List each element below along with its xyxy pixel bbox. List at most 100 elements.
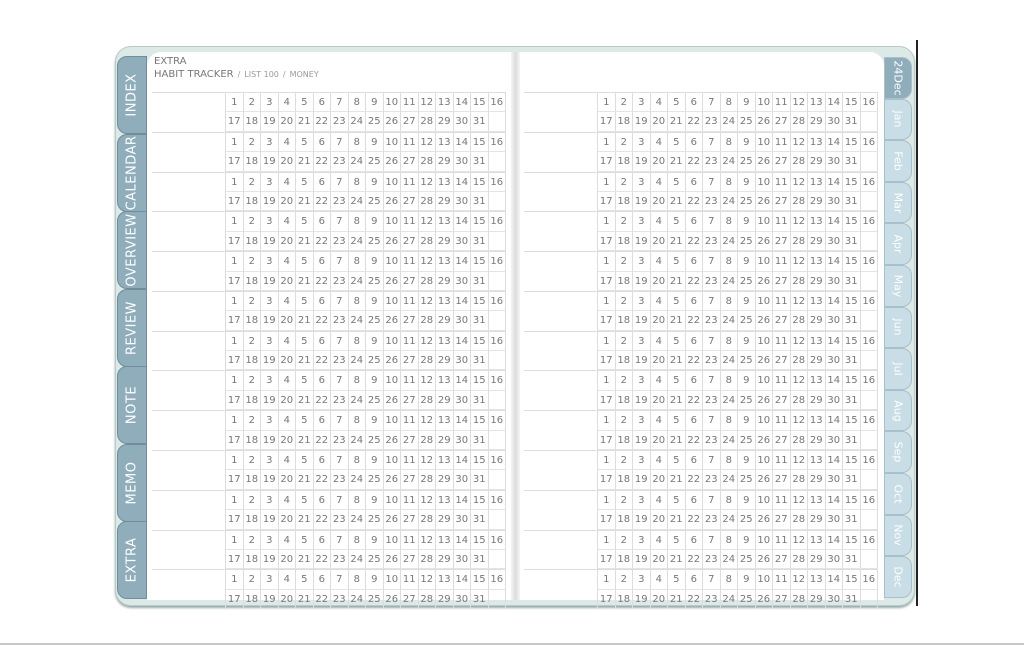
day-cell[interactable]: 5 <box>296 371 314 391</box>
day-cell[interactable]: 2 <box>243 371 261 391</box>
day-cell[interactable]: 13 <box>436 93 454 113</box>
day-cell[interactable] <box>860 351 878 371</box>
day-cell[interactable]: 28 <box>790 311 808 331</box>
day-cell[interactable]: 28 <box>790 152 808 172</box>
day-cell[interactable]: 11 <box>773 530 791 550</box>
day-cell[interactable]: 12 <box>418 132 436 153</box>
day-cell[interactable]: 14 <box>453 252 471 272</box>
month-tab-mar[interactable]: Mar <box>884 181 912 224</box>
day-cell[interactable]: 27 <box>401 470 419 490</box>
day-cell[interactable]: 12 <box>418 490 436 511</box>
day-cell[interactable]: 24 <box>720 510 738 530</box>
day-cell[interactable]: 10 <box>383 371 401 391</box>
day-cell[interactable]: 23 <box>331 231 349 252</box>
day-cell[interactable]: 7 <box>331 252 349 272</box>
habit-name-cell[interactable] <box>524 411 598 451</box>
day-cell[interactable]: 17 <box>598 231 616 252</box>
day-cell[interactable]: 2 <box>615 530 633 550</box>
day-cell[interactable]: 28 <box>790 549 808 570</box>
day-cell[interactable]: 2 <box>243 172 261 192</box>
day-cell[interactable]: 10 <box>383 252 401 272</box>
day-cell[interactable]: 15 <box>471 530 489 550</box>
day-cell[interactable]: 17 <box>598 152 616 172</box>
day-cell[interactable]: 13 <box>436 252 454 272</box>
day-cell[interactable]: 12 <box>790 291 808 312</box>
day-cell[interactable]: 21 <box>296 430 314 451</box>
month-tab-jan[interactable]: Jan <box>884 98 912 141</box>
day-cell[interactable]: 7 <box>703 212 721 232</box>
day-cell[interactable]: 24 <box>348 191 366 212</box>
day-cell[interactable]: 26 <box>755 231 773 252</box>
day-cell[interactable]: 18 <box>615 112 633 132</box>
day-cell[interactable]: 13 <box>436 451 454 471</box>
day-cell[interactable]: 24 <box>348 271 366 291</box>
day-cell[interactable]: 22 <box>685 271 703 291</box>
day-cell[interactable]: 11 <box>401 411 419 431</box>
day-cell[interactable]: 11 <box>773 132 791 153</box>
habit-name-cell[interactable] <box>524 570 598 610</box>
day-cell[interactable]: 5 <box>668 411 686 431</box>
day-cell[interactable]: 30 <box>825 311 843 331</box>
day-cell[interactable]: 1 <box>598 411 616 431</box>
day-cell[interactable]: 26 <box>383 549 401 570</box>
day-cell[interactable]: 6 <box>685 331 703 352</box>
day-cell[interactable]: 19 <box>633 112 651 132</box>
day-cell[interactable]: 27 <box>773 152 791 172</box>
day-cell[interactable]: 16 <box>860 570 878 590</box>
day-cell[interactable]: 19 <box>633 351 651 371</box>
day-cell[interactable]: 13 <box>808 331 826 352</box>
day-cell[interactable]: 31 <box>843 191 861 212</box>
day-cell[interactable]: 26 <box>755 510 773 530</box>
day-cell[interactable]: 7 <box>703 172 721 192</box>
month-tab-aug[interactable]: Aug <box>884 389 912 432</box>
day-cell[interactable]: 17 <box>226 271 244 291</box>
day-cell[interactable]: 14 <box>825 570 843 590</box>
day-cell[interactable]: 5 <box>296 451 314 471</box>
day-cell[interactable]: 8 <box>348 132 366 153</box>
day-cell[interactable]: 3 <box>633 93 651 113</box>
day-cell[interactable]: 22 <box>685 191 703 212</box>
day-cell[interactable]: 26 <box>755 311 773 331</box>
day-cell[interactable]: 26 <box>383 152 401 172</box>
day-cell[interactable]: 12 <box>790 93 808 113</box>
day-cell[interactable]: 4 <box>650 252 668 272</box>
day-cell[interactable]: 4 <box>278 252 296 272</box>
day-cell[interactable]: 23 <box>703 351 721 371</box>
day-cell[interactable]: 17 <box>598 351 616 371</box>
day-cell[interactable]: 6 <box>685 570 703 590</box>
day-cell[interactable]: 18 <box>615 470 633 490</box>
day-cell[interactable]: 11 <box>401 291 419 312</box>
day-cell[interactable]: 20 <box>650 470 668 490</box>
day-cell[interactable]: 16 <box>860 93 878 113</box>
day-cell[interactable]: 24 <box>348 589 366 610</box>
day-cell[interactable]: 8 <box>348 570 366 590</box>
day-cell[interactable]: 6 <box>313 331 331 352</box>
day-cell[interactable]: 9 <box>738 291 756 312</box>
day-cell[interactable]: 12 <box>790 411 808 431</box>
day-cell[interactable]: 9 <box>366 93 384 113</box>
day-cell[interactable]: 24 <box>348 510 366 530</box>
day-cell[interactable]: 6 <box>313 490 331 511</box>
day-cell[interactable]: 12 <box>418 371 436 391</box>
day-cell[interactable]: 7 <box>703 451 721 471</box>
day-cell[interactable]: 8 <box>720 172 738 192</box>
day-cell[interactable]: 8 <box>720 291 738 312</box>
day-cell[interactable]: 8 <box>720 411 738 431</box>
month-tab-nov[interactable]: Nov <box>884 514 912 557</box>
day-cell[interactable]: 29 <box>808 231 826 252</box>
day-cell[interactable]: 11 <box>773 490 791 511</box>
day-cell[interactable]: 13 <box>808 490 826 511</box>
day-cell[interactable]: 6 <box>313 172 331 192</box>
day-cell[interactable]: 14 <box>453 451 471 471</box>
day-cell[interactable]: 7 <box>331 371 349 391</box>
day-cell[interactable]: 19 <box>633 390 651 411</box>
day-cell[interactable]: 17 <box>598 510 616 530</box>
day-cell[interactable]: 5 <box>668 331 686 352</box>
day-cell[interactable]: 2 <box>615 570 633 590</box>
day-cell[interactable]: 30 <box>453 152 471 172</box>
day-cell[interactable]: 30 <box>453 549 471 570</box>
day-cell[interactable]: 5 <box>296 212 314 232</box>
day-cell[interactable]: 7 <box>703 570 721 590</box>
month-tab-jun[interactable]: Jun <box>884 306 912 349</box>
day-cell[interactable]: 22 <box>685 430 703 451</box>
